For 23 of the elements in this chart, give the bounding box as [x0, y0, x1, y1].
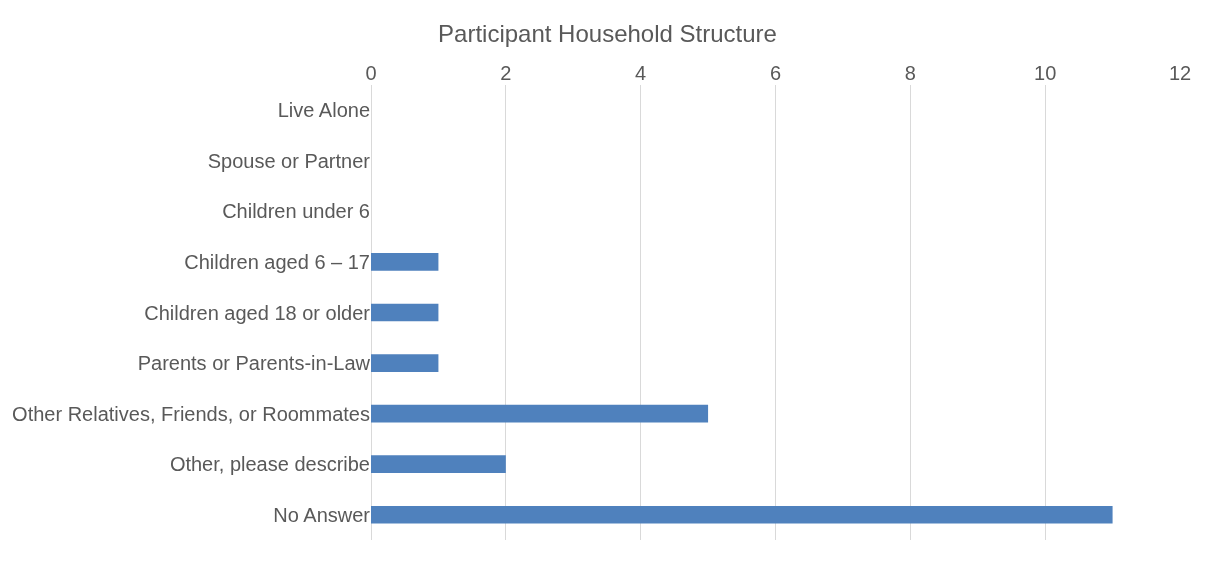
y-tick-label: No Answer — [273, 503, 371, 526]
bar — [371, 404, 709, 423]
y-tick-label: Children aged 6 – 17 — [184, 250, 370, 273]
y-tick-label: Children aged 18 or older — [144, 301, 371, 324]
bar — [371, 253, 439, 271]
x-tick-label: 0 — [365, 62, 377, 84]
y-tick-label: Live Alone — [277, 99, 370, 122]
y-tick-label: Other, please describe — [169, 453, 370, 476]
bar — [371, 354, 439, 372]
bar — [371, 505, 1113, 524]
y-tick-label: Spouse or Partner — [207, 149, 371, 172]
bar — [371, 303, 439, 322]
x-tick-label: 4 — [635, 62, 647, 84]
x-tick-label: 12 — [1168, 62, 1192, 84]
x-tick-label: 10 — [1034, 62, 1057, 84]
x-tick-label: 8 — [904, 62, 916, 84]
y-tick-label: Other Relatives, Friends, or Roommates — [12, 402, 370, 425]
x-tick-label: 6 — [769, 62, 782, 84]
bar — [371, 455, 506, 474]
y-tick-label: Children under 6 — [222, 200, 370, 223]
y-tick-label: Parents or Parents-in-Law — [137, 352, 371, 375]
x-tick-label: 2 — [500, 62, 512, 84]
chart-title: Participant Household Structure — [438, 20, 777, 48]
